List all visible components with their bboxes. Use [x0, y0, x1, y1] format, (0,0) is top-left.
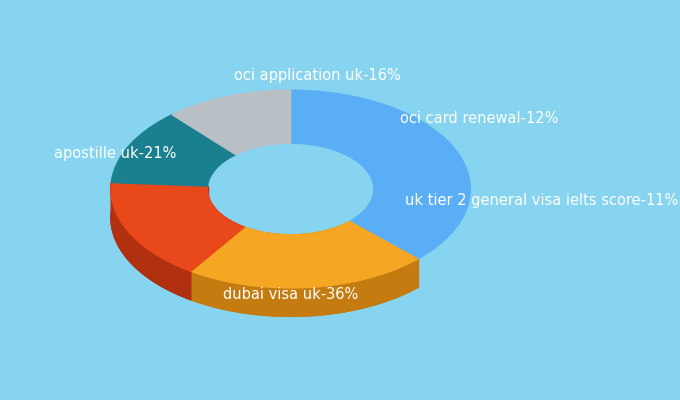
Polygon shape — [290, 90, 471, 259]
Text: dubai visa uk-36%: dubai visa uk-36% — [223, 287, 358, 302]
Polygon shape — [111, 182, 244, 271]
Polygon shape — [172, 90, 290, 155]
Text: uk tier 2 general visa ielts score-11%: uk tier 2 general visa ielts score-11% — [405, 192, 678, 208]
Polygon shape — [191, 222, 418, 288]
Polygon shape — [244, 222, 350, 263]
Polygon shape — [191, 250, 418, 316]
Text: oci application uk-16%: oci application uk-16% — [233, 68, 401, 82]
Text: oci card renewal-12%: oci card renewal-12% — [401, 112, 558, 126]
Polygon shape — [112, 115, 236, 186]
Polygon shape — [111, 182, 191, 300]
Polygon shape — [207, 186, 244, 256]
Polygon shape — [191, 259, 418, 316]
Text: apostille uk-21%: apostille uk-21% — [54, 146, 177, 162]
Polygon shape — [111, 211, 244, 300]
